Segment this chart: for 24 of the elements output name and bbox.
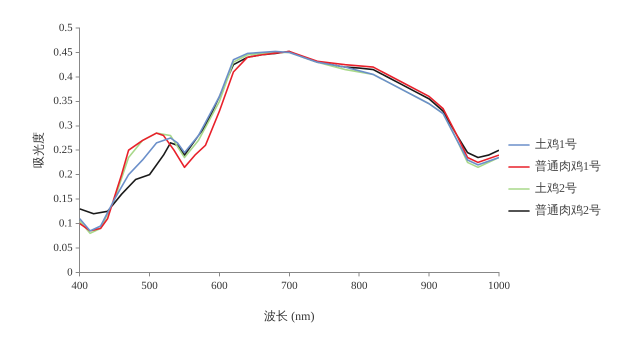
y-tick-label: 0	[67, 266, 74, 278]
legend-label: 土鸡1号	[535, 137, 577, 152]
y-axis-title: 吸光度	[31, 132, 46, 168]
y-tick-label: 0.25	[53, 144, 74, 156]
y-tick-label: 0.4	[58, 70, 74, 83]
y-tick-label: 0.3	[58, 120, 74, 132]
x-tick-label: 700	[281, 280, 298, 292]
y-tick-label: 0.2	[58, 168, 73, 181]
x-tick-label: 900	[420, 280, 438, 292]
y-tick-label: 0.15	[53, 192, 74, 205]
y-tick-label: 0.45	[53, 46, 74, 58]
x-tick-label: 500	[141, 280, 158, 292]
x-tick-label: 1000	[488, 280, 510, 292]
x-axis-title: 波长 (nm)	[264, 308, 314, 323]
x-tick-label: 600	[211, 280, 228, 292]
y-tick-label: 0.35	[53, 95, 74, 108]
legend-label: 普通肉鸡1号	[535, 159, 601, 174]
y-tick-label: 0.1	[58, 217, 73, 230]
y-tick-label: 0.05	[53, 242, 74, 254]
y-tick-label: 0.5	[58, 22, 74, 34]
legend-label: 普通肉鸡2号	[535, 203, 601, 218]
legend-label: 土鸡2号	[535, 181, 577, 196]
x-tick-label: 800	[350, 280, 368, 292]
x-tick-label: 400	[71, 280, 88, 292]
